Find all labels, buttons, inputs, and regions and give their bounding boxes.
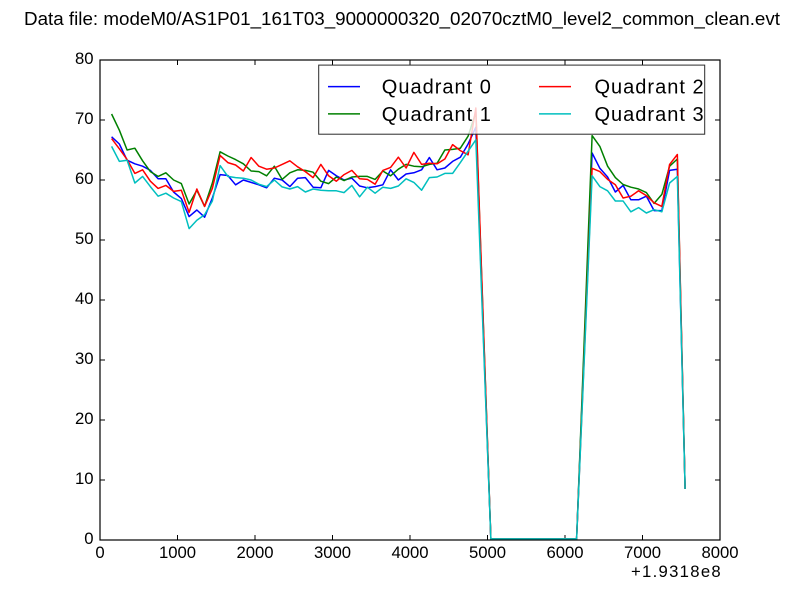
svg-text:0: 0 — [84, 529, 93, 548]
svg-text:4000: 4000 — [391, 543, 428, 562]
svg-text:20: 20 — [75, 409, 94, 428]
svg-text:Quadrant 0: Quadrant 0 — [382, 77, 492, 99]
svg-text:2000: 2000 — [236, 543, 273, 562]
svg-text:60: 60 — [75, 169, 94, 188]
svg-text:5000: 5000 — [469, 543, 506, 562]
svg-text:+1.9318e8: +1.9318e8 — [631, 562, 722, 581]
svg-text:1000: 1000 — [159, 543, 196, 562]
svg-text:70: 70 — [75, 109, 94, 128]
svg-text:Quadrant 3: Quadrant 3 — [595, 104, 705, 126]
svg-text:6000: 6000 — [546, 543, 583, 562]
svg-text:7000: 7000 — [624, 543, 661, 562]
svg-text:0: 0 — [95, 543, 104, 562]
svg-text:30: 30 — [75, 349, 94, 368]
svg-text:80: 80 — [75, 49, 94, 68]
svg-text:50: 50 — [75, 229, 94, 248]
svg-text:40: 40 — [75, 289, 94, 308]
svg-text:8000: 8000 — [701, 543, 738, 562]
svg-text:10: 10 — [75, 469, 94, 488]
svg-text:3000: 3000 — [314, 543, 351, 562]
svg-text:Quadrant 2: Quadrant 2 — [595, 77, 705, 99]
svg-text:Quadrant 1: Quadrant 1 — [382, 104, 492, 126]
svg-text:Data file: modeM0/AS1P01_161T0: Data file: modeM0/AS1P01_161T03_90000003… — [24, 8, 781, 30]
